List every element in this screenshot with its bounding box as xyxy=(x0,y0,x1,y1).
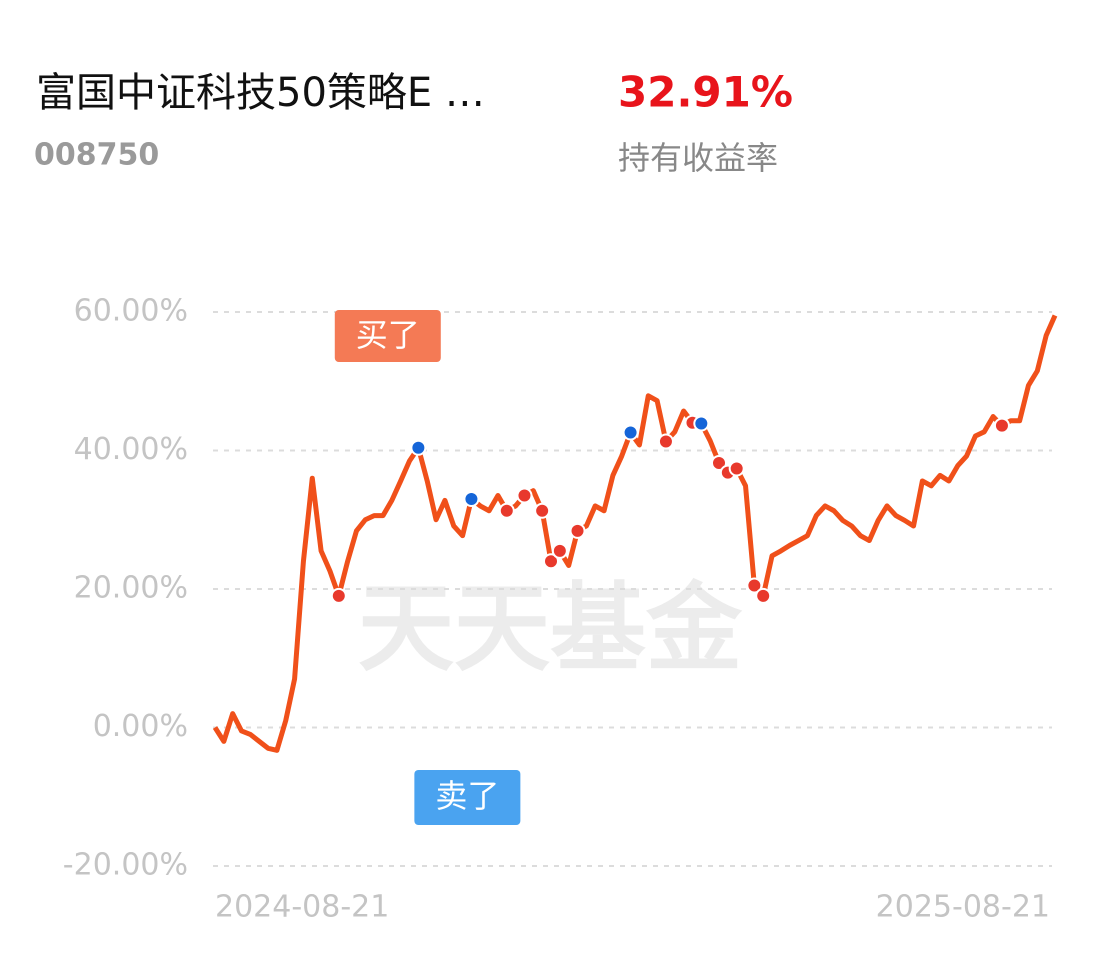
trade-dot xyxy=(569,522,586,539)
trade-dot xyxy=(498,502,515,519)
watermark: 天天基金 xyxy=(358,572,743,684)
trade-dot xyxy=(993,417,1010,434)
trade-dot xyxy=(463,490,480,507)
annotation-box xyxy=(334,310,441,362)
x-tick-label: 2025-08-21 xyxy=(876,890,1050,925)
annotation-text: 卖了 xyxy=(435,777,499,815)
x-tick-label: 2024-08-21 xyxy=(215,890,389,925)
trade-dot xyxy=(693,415,710,432)
annotation-text: 买了 xyxy=(356,316,420,354)
trade-dot xyxy=(534,502,551,519)
trade-dot xyxy=(551,542,568,559)
trade-dot xyxy=(657,433,674,450)
y-tick-label: 60.00% xyxy=(74,294,188,329)
return-value: 32.91% xyxy=(618,68,793,117)
trade-dot xyxy=(728,460,745,477)
trade-dot xyxy=(755,587,772,604)
trade-dot xyxy=(543,553,559,570)
trade-dot xyxy=(711,454,727,471)
return-label: 持有收益率 xyxy=(618,139,778,177)
y-tick-label: -20.00% xyxy=(63,848,188,883)
trade-dot xyxy=(516,487,533,504)
trade-dot xyxy=(746,577,763,594)
fund-name: 富国中证科技50策略E … xyxy=(36,70,485,116)
annotation-box xyxy=(414,770,521,825)
trade-dot xyxy=(410,439,427,456)
y-tick-label: 0.00% xyxy=(93,709,188,744)
fund-code: 008750 xyxy=(34,138,159,173)
trade-dot xyxy=(330,587,347,604)
y-tick-label: 40.00% xyxy=(74,432,188,467)
trade-dot xyxy=(622,424,639,441)
y-tick-label: 20.00% xyxy=(74,571,188,606)
